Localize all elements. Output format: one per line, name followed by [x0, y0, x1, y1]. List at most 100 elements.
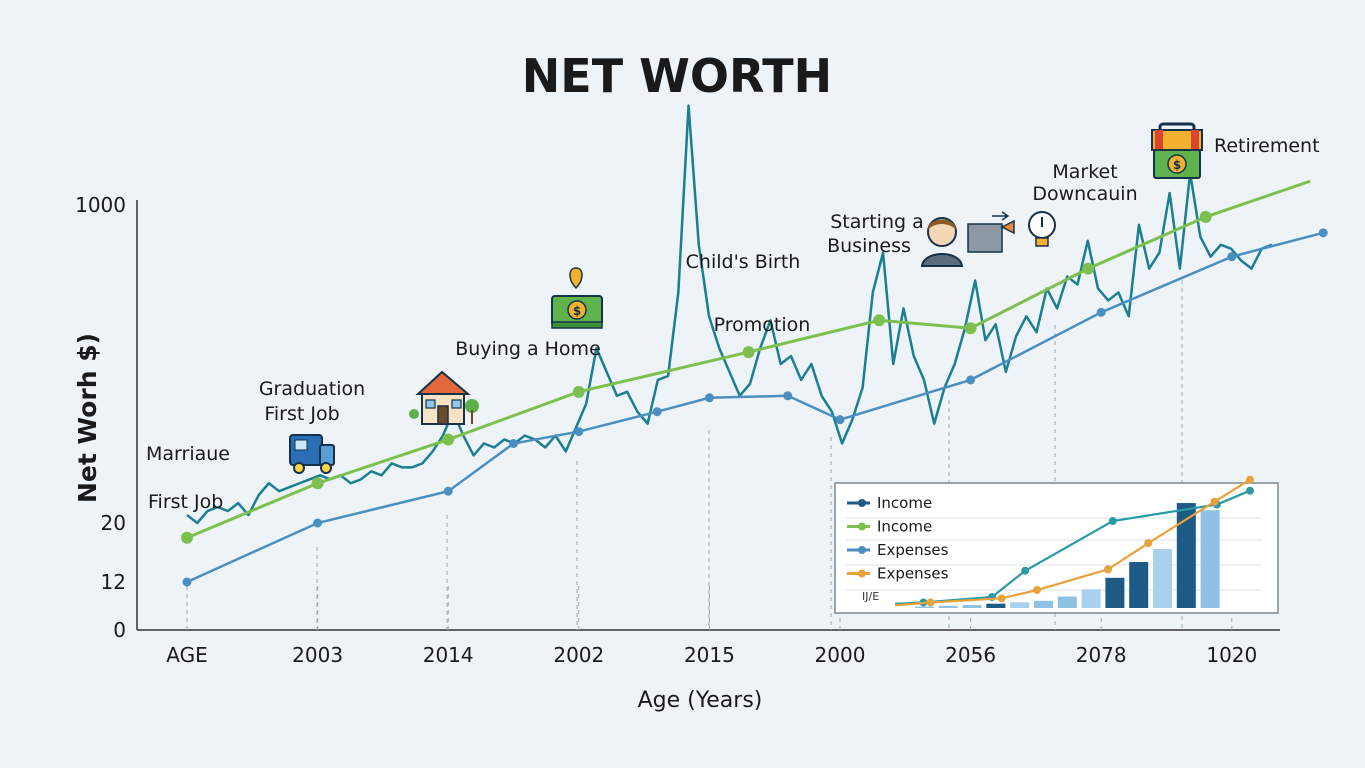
data-point — [182, 577, 192, 587]
inset-lines — [894, 475, 1254, 607]
inset-bar — [1010, 602, 1030, 608]
inset-legend-label: Expenses — [877, 565, 949, 583]
x-tick-label: 1020 — [1206, 643, 1257, 667]
annotation-retirement: Retirement — [1214, 135, 1320, 157]
data-point — [574, 427, 584, 437]
inset-data-point — [1033, 586, 1041, 595]
data-point — [873, 314, 886, 327]
data-point — [1199, 210, 1212, 223]
data-point — [509, 439, 518, 448]
x-tick-label: 2015 — [684, 643, 735, 667]
x-tick-label: 2014 — [423, 643, 474, 667]
data-point — [835, 415, 845, 425]
data-point — [181, 531, 193, 544]
y-tick-label: 20 — [101, 511, 126, 535]
inset-bar — [1057, 596, 1077, 608]
y-tick-label: 12 — [101, 570, 126, 594]
annotation-buying-home: Buying a Home — [455, 338, 601, 360]
data-point — [442, 433, 455, 446]
inset-data-point — [926, 598, 935, 607]
data-point — [1227, 252, 1237, 262]
x-tick-label: 2056 — [945, 643, 996, 667]
data-point — [966, 375, 976, 385]
y-ticks: 0 12 20 1000 — [75, 193, 126, 642]
inset-bar — [1105, 577, 1125, 608]
x-ticks: AGE 2003 2014 2002 2015 2000 2056 2078 1020 — [166, 643, 1257, 667]
x-tick-label: 2000 — [815, 643, 866, 667]
inset-legend-label: Income — [877, 518, 932, 536]
annotation-downturn: Downcauin — [1032, 183, 1137, 205]
chart-title: NET WORTH — [522, 49, 832, 103]
lightbulb-icon — [1000, 211, 1056, 247]
annotation-promotion: Promotion — [714, 314, 811, 336]
data-point — [1318, 228, 1328, 238]
inset-data-point — [1144, 539, 1153, 548]
inset-legend-marker — [858, 522, 866, 531]
inset-bar — [1153, 549, 1172, 608]
inset-legend: Income Income Expenses Expenses — [847, 494, 949, 583]
svg-text:$: $ — [573, 304, 581, 318]
x-tick-label: 2003 — [292, 643, 343, 667]
inset-bar — [962, 605, 982, 608]
inset-data-point — [997, 594, 1006, 603]
inset-bar — [1034, 600, 1053, 608]
data-point — [783, 391, 793, 401]
y-axis-label: Net Worh $) — [73, 333, 102, 503]
data-point — [443, 486, 453, 496]
data-point — [313, 518, 323, 528]
x-tick-label: 2078 — [1076, 643, 1127, 667]
annotation-starting-business: Starting a — [830, 211, 923, 233]
inset-bars — [915, 503, 1220, 608]
inset-data-point — [1246, 486, 1254, 495]
data-point — [964, 322, 977, 335]
inset-bar — [1200, 510, 1220, 608]
inset-legend-marker — [858, 499, 866, 507]
inset-bar — [938, 605, 958, 608]
x-tick-label: AGE — [166, 643, 207, 667]
data-point — [742, 346, 755, 359]
inset-legend-label: Income — [877, 494, 932, 512]
annotation-business: Business — [827, 235, 911, 257]
data-point — [311, 477, 324, 490]
annotation-first-job: First Job — [148, 491, 223, 513]
inset-chart: Income Income Expenses Expenses IJ/E — [834, 475, 1279, 614]
inset-data-point — [1104, 565, 1112, 574]
series-layer — [181, 104, 1328, 587]
inset-bar — [1129, 562, 1149, 608]
annotation-graduation: Graduation — [259, 378, 365, 400]
inset-bar — [1081, 589, 1101, 608]
inset-data-point — [1210, 497, 1219, 506]
annotation-graduation-first-job: First Job — [264, 403, 339, 425]
money-pin-icon: $ — [551, 267, 603, 329]
data-point — [704, 393, 714, 403]
inset-data-point — [1246, 475, 1254, 484]
y-tick-label: 1000 — [75, 193, 126, 217]
inset-legend-marker — [858, 569, 866, 578]
data-point — [1096, 307, 1106, 317]
inset-bar — [1176, 503, 1196, 608]
x-axis-label: Age (Years) — [638, 688, 763, 713]
inset-legend-marker — [858, 546, 866, 554]
annotation-marriage: Marriaue — [146, 443, 230, 465]
inset-data-point — [1108, 517, 1117, 526]
truck-icon — [289, 434, 335, 474]
retirement-bag-icon: $ — [1151, 122, 1203, 179]
business-person-icon — [920, 211, 1010, 267]
house-icon — [409, 370, 479, 425]
annotation-market: Market — [1052, 161, 1117, 183]
inset-bar — [986, 603, 1006, 608]
data-point — [652, 407, 662, 417]
x-tick-label: 2002 — [553, 643, 604, 667]
axes — [136, 200, 1280, 631]
annotation-childs-birth: Child's Birth — [686, 251, 801, 273]
series-line-volatile — [186, 104, 1273, 525]
inset-bar — [915, 606, 934, 608]
inset-axis-text: IJ/E — [862, 590, 879, 603]
inset-legend-label: Expenses — [877, 541, 949, 559]
data-point — [572, 385, 585, 398]
svg-text:$: $ — [1173, 158, 1181, 172]
data-point — [1082, 262, 1095, 275]
y-tick-label: 0 — [113, 618, 126, 642]
